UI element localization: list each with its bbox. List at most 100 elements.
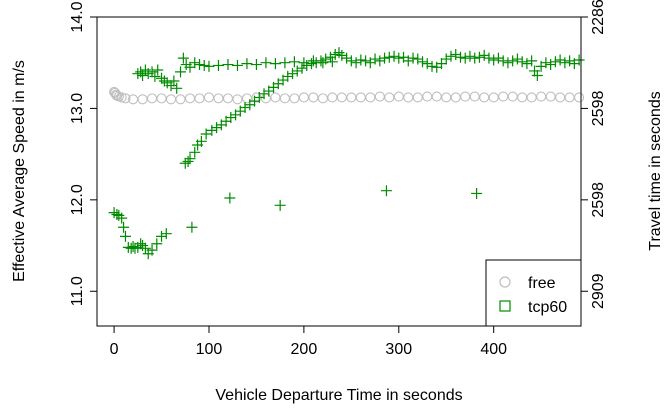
- series-free: [109, 86, 585, 105]
- data-point-tcp60: [158, 75, 170, 87]
- data-point-tcp60: [369, 53, 381, 65]
- data-point-tcp60: [149, 70, 161, 82]
- y-axis-title: Effective Average Speed in m/s: [11, 60, 28, 282]
- data-point-tcp60: [497, 55, 509, 67]
- data-point-free: [146, 93, 158, 104]
- data-point-tcp60: [426, 60, 438, 72]
- data-point-tcp60: [421, 58, 433, 70]
- data-point-free: [194, 93, 205, 104]
- data-point-free: [120, 93, 131, 104]
- x-axis-title: Vehicle Departure Time in seconds: [215, 387, 462, 404]
- data-point-tcp60: [305, 58, 317, 70]
- data-point-tcp60: [146, 66, 158, 78]
- data-point-tcp60: [450, 48, 462, 60]
- data-point-free: [116, 92, 127, 103]
- data-point-tcp60: [286, 68, 298, 80]
- x-tick-label: 300: [385, 341, 412, 358]
- data-point-tcp60: [203, 60, 215, 72]
- data-point-tcp60: [152, 64, 164, 76]
- data-point-tcp60: [336, 49, 348, 61]
- data-point-tcp60: [137, 240, 149, 252]
- data-point-free: [536, 91, 547, 102]
- data-point-free: [517, 92, 528, 103]
- data-point-tcp60: [545, 59, 557, 71]
- data-point-tcp60: [324, 51, 336, 63]
- data-point-tcp60: [269, 58, 281, 70]
- data-point-tcp60: [282, 70, 294, 82]
- data-point-tcp60: [320, 53, 332, 65]
- data-point-free: [431, 91, 442, 102]
- data-point-tcp60: [559, 57, 571, 69]
- data-point-tcp60: [296, 62, 308, 74]
- data-point-free: [507, 91, 518, 102]
- data-point-tcp60: [118, 221, 130, 233]
- data-point-free: [545, 91, 556, 102]
- data-point-free: [156, 93, 167, 104]
- y2-axis: 2286 2598 2598 2909: [580, 0, 607, 309]
- data-point-tcp60: [279, 57, 291, 69]
- data-point-free: [374, 91, 385, 102]
- data-point-tcp60: [540, 57, 552, 69]
- series-tcp60: [108, 47, 585, 260]
- data-point-free: [346, 92, 357, 103]
- data-point-tcp60: [225, 112, 237, 124]
- data-point-free: [336, 92, 347, 103]
- data-point-tcp60: [345, 55, 357, 67]
- data-point-free: [384, 92, 395, 103]
- data-point-tcp60: [195, 135, 207, 147]
- data-point-tcp60: [179, 157, 191, 169]
- data-point-tcp60: [528, 65, 540, 77]
- data-point-tcp60: [483, 52, 495, 64]
- data-point-free: [393, 91, 404, 102]
- data-point-tcp60: [469, 52, 481, 64]
- data-point-free: [355, 92, 366, 103]
- y-tick-label: 13.0: [69, 93, 86, 124]
- data-point-tcp60: [239, 102, 251, 114]
- data-point-tcp60: [521, 58, 533, 70]
- data-point-tcp60: [129, 242, 141, 254]
- data-point-tcp60: [139, 242, 151, 254]
- data-point-free: [298, 92, 309, 103]
- data-point-tcp60: [554, 54, 566, 66]
- data-point-free: [175, 94, 186, 105]
- x-tick-label: 100: [196, 341, 223, 358]
- data-point-free: [110, 89, 122, 100]
- data-point-tcp60: [454, 51, 466, 63]
- data-point-tcp60: [383, 51, 395, 63]
- data-point-tcp60: [165, 80, 177, 92]
- data-point-tcp60: [200, 128, 212, 140]
- data-point-tcp60: [549, 56, 561, 68]
- y2-axis-title: Travel time in seconds: [647, 91, 664, 250]
- data-point-tcp60: [108, 207, 120, 219]
- data-point-free: [555, 92, 566, 103]
- data-point-tcp60: [473, 51, 485, 63]
- data-point-free: [137, 94, 148, 105]
- data-point-tcp60: [288, 56, 300, 68]
- data-point-tcp60: [341, 52, 353, 64]
- data-point-tcp60: [119, 230, 131, 242]
- data-point-tcp60: [212, 59, 224, 71]
- data-point-tcp60: [171, 82, 183, 94]
- data-point-tcp60: [315, 55, 327, 67]
- y2-tick-label: 2598: [590, 182, 607, 218]
- data-point-free: [441, 92, 452, 103]
- y-tick-label: 14.0: [69, 1, 86, 32]
- x-tick-label: 400: [480, 341, 507, 358]
- data-point-tcp60: [193, 59, 205, 71]
- data-point-tcp60: [250, 59, 262, 71]
- y2-tick-label: 2286: [590, 0, 607, 35]
- data-point-tcp60: [511, 53, 523, 65]
- data-point-tcp60: [379, 52, 391, 64]
- data-point-free: [279, 93, 290, 104]
- data-point-free: [574, 92, 585, 103]
- data-point-tcp60: [360, 55, 372, 67]
- data-point-tcp60: [231, 59, 243, 71]
- data-point-tcp60: [182, 155, 194, 167]
- data-point-free: [213, 93, 224, 104]
- data-point-tcp60: [492, 52, 504, 64]
- data-point-free: [422, 91, 433, 102]
- data-point-tcp60: [206, 124, 218, 136]
- data-point-tcp60: [135, 238, 147, 250]
- data-point-tcp60: [507, 55, 519, 67]
